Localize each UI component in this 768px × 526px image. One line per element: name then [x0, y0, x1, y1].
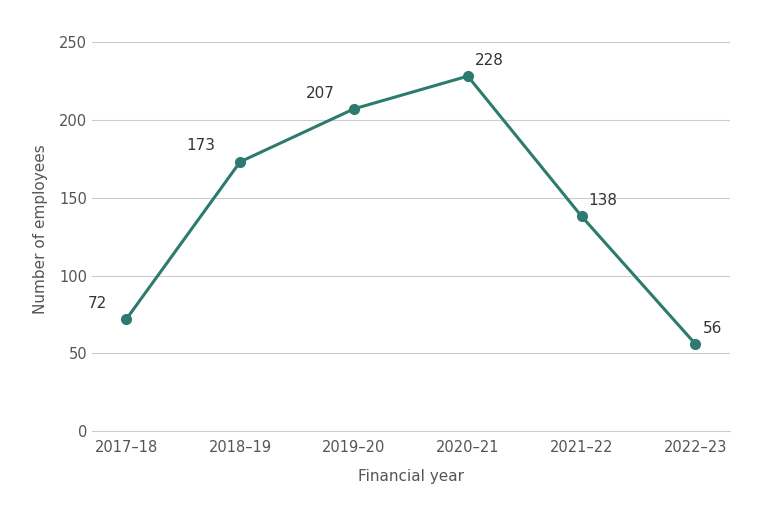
Text: 228: 228 — [475, 53, 504, 68]
Text: 173: 173 — [186, 138, 215, 154]
Y-axis label: Number of employees: Number of employees — [33, 144, 48, 313]
Text: 207: 207 — [306, 86, 335, 100]
Text: 72: 72 — [88, 296, 107, 311]
Text: 56: 56 — [703, 321, 722, 336]
Text: 138: 138 — [588, 193, 617, 208]
X-axis label: Financial year: Financial year — [358, 469, 464, 483]
